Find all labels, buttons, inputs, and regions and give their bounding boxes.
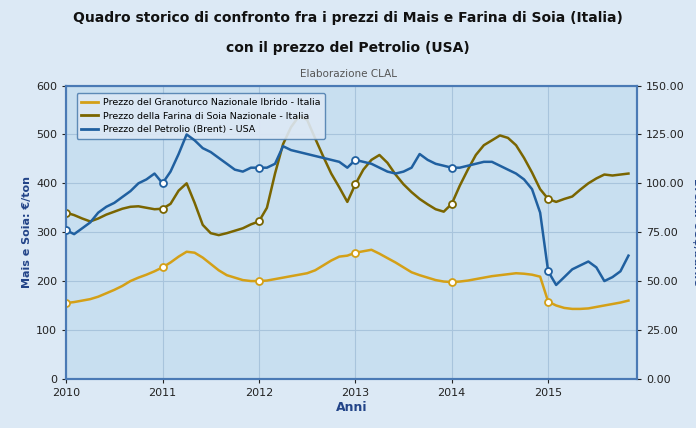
Text: Elaborazione CLAL: Elaborazione CLAL (299, 69, 397, 79)
Text: Quadro storico di confronto fra i prezzi di Mais e Farina di Soia (Italia): Quadro storico di confronto fra i prezzi… (73, 11, 623, 25)
Y-axis label: Mais e Soia: €/ton: Mais e Soia: €/ton (22, 176, 32, 288)
X-axis label: Anni: Anni (335, 401, 367, 413)
Y-axis label: Brent: US$/barile: Brent: US$/barile (692, 178, 696, 286)
Text: con il prezzo del Petrolio (USA): con il prezzo del Petrolio (USA) (226, 41, 470, 55)
Legend: Prezzo del Granoturco Nazionale Ibrido - Italia, Prezzo della Farina di Soia Naz: Prezzo del Granoturco Nazionale Ibrido -… (77, 93, 325, 139)
